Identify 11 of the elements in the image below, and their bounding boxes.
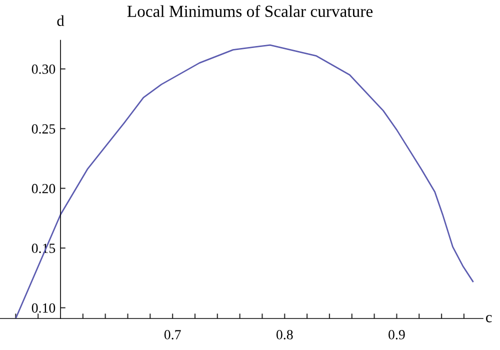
x-tick-label: 0.8 bbox=[276, 330, 293, 340]
y-tick-label: 0.20 bbox=[32, 184, 56, 194]
y-tick-label: 0.10 bbox=[32, 303, 56, 313]
y-axis-title: d bbox=[57, 15, 64, 26]
y-tick-label: 0.30 bbox=[32, 64, 56, 74]
x-tick-label: 0.9 bbox=[388, 330, 405, 340]
x-tick-label: 0.7 bbox=[164, 330, 181, 340]
line-series bbox=[14, 44, 474, 318]
x-axis-title: c bbox=[486, 314, 492, 322]
y-tick-label: 0.25 bbox=[32, 124, 56, 134]
chart-title: Local Minimums of Scalar curvature bbox=[127, 5, 373, 17]
